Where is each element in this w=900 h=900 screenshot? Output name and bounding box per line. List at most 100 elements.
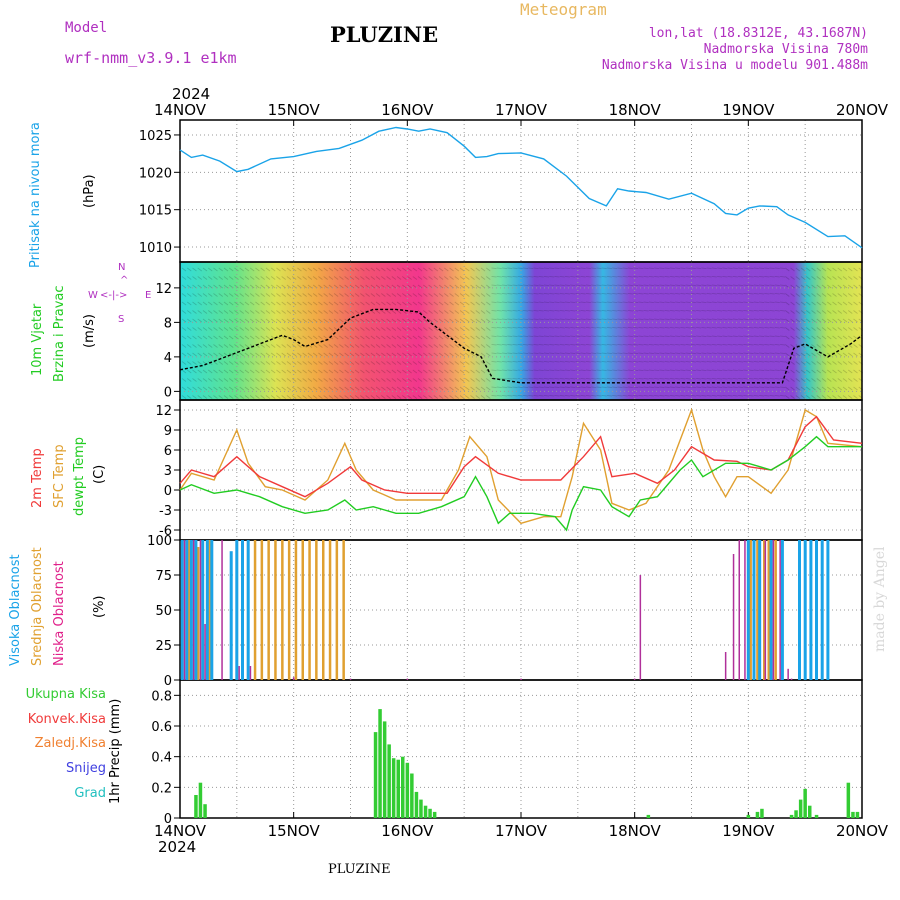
wind-barb	[344, 335, 349, 340]
wind-barb	[795, 301, 801, 306]
wind-barb	[543, 284, 550, 286]
wind-barb	[759, 284, 765, 286]
wind-barb	[417, 361, 423, 365]
wind-barb	[501, 301, 508, 303]
wind-barb	[286, 327, 292, 331]
wind-barb	[842, 352, 848, 357]
wind-barb	[491, 284, 497, 286]
wind-barb	[496, 301, 502, 303]
wind-barb	[486, 284, 491, 289]
x-tick-label-bottom: 20NOV	[836, 822, 889, 840]
wind-barb	[680, 318, 686, 320]
wind-barb	[386, 327, 391, 331]
wind-barb	[207, 335, 213, 340]
wind-barb	[821, 327, 827, 331]
wind-barb	[192, 352, 197, 357]
wind-barb	[412, 386, 418, 391]
wind-barb	[722, 352, 728, 354]
wind-barb	[538, 310, 544, 312]
wind-barb	[501, 310, 508, 312]
wind-barb	[669, 378, 675, 380]
y-tick-label: 25	[155, 639, 172, 654]
wind-barb	[192, 386, 197, 391]
wind-barb	[601, 301, 607, 303]
wind-barb	[543, 310, 550, 312]
wind-barb	[774, 352, 780, 354]
wind-barb	[659, 361, 665, 363]
wind-barb	[780, 276, 786, 278]
wind-barb	[207, 284, 213, 289]
wind-barb	[475, 293, 481, 297]
wind-barb	[680, 310, 686, 312]
precip-legend-frz: Zaledj.Kisa	[34, 736, 106, 751]
wind-barb	[638, 369, 644, 371]
wind-barb	[381, 276, 386, 280]
wind-barb	[759, 352, 765, 354]
wind-barb	[554, 284, 560, 286]
wind-barb	[512, 352, 518, 354]
wind-barb	[370, 276, 376, 280]
wind-barb	[470, 369, 475, 374]
wind-barb	[774, 386, 780, 388]
wind-barb	[328, 327, 334, 331]
wind-barb	[522, 318, 529, 320]
wind-barb	[664, 378, 670, 380]
wind-barb	[297, 369, 302, 374]
wind-barb	[323, 378, 328, 382]
wind-barb	[480, 395, 486, 399]
wind-barb	[564, 352, 571, 354]
wind-barb	[270, 378, 276, 382]
wind-barb	[207, 301, 213, 306]
wind-barb	[407, 284, 412, 289]
wind-barb	[753, 344, 759, 346]
wind-barb	[790, 310, 795, 314]
wind-barb	[543, 395, 550, 397]
wind-barb	[606, 267, 612, 269]
wind-barb	[480, 293, 486, 297]
wind-barb	[381, 293, 386, 297]
wind-barb	[717, 361, 723, 363]
wind-barb	[748, 395, 754, 397]
wind-barb	[349, 386, 355, 391]
wind-barb	[585, 284, 591, 286]
low-cloud-bar	[744, 540, 746, 680]
wind-barb	[627, 293, 633, 295]
wind-barb	[717, 284, 723, 286]
wind-barb	[470, 276, 475, 280]
wind-barb	[297, 395, 302, 399]
wind-barb	[580, 284, 586, 286]
wind-barb	[365, 378, 370, 382]
wind-barb	[328, 386, 334, 391]
wind-barb	[543, 276, 550, 278]
wind-barb	[717, 267, 723, 269]
wind-barb	[407, 310, 412, 314]
wind-barb	[192, 378, 197, 382]
wind-barb	[470, 386, 475, 391]
wind-barb	[181, 335, 187, 340]
wind-barb	[564, 310, 571, 312]
wind-barb	[842, 369, 848, 374]
wind-barb	[375, 327, 381, 331]
wind-barb	[717, 301, 723, 303]
wind-barb	[706, 344, 712, 346]
wind-barb	[181, 267, 187, 272]
wind-barb	[391, 318, 397, 323]
wind-barb	[732, 386, 738, 388]
wind-barb	[832, 284, 837, 289]
wind-barb	[286, 386, 292, 391]
wind-barb	[696, 361, 702, 363]
wind-barb	[207, 267, 213, 272]
wind-barb	[265, 378, 271, 382]
wind-barb	[538, 335, 544, 337]
wind-barb	[496, 361, 502, 363]
wind-barb	[501, 386, 508, 388]
wind-barb	[496, 327, 502, 329]
wind-barb	[842, 284, 848, 289]
wind-barb	[444, 293, 449, 297]
wind-barb	[832, 378, 837, 382]
wind-barb	[276, 361, 281, 365]
wind-barb	[218, 395, 223, 399]
wind-barb	[848, 293, 853, 297]
wind-barb	[701, 267, 707, 269]
wind-barb	[512, 395, 518, 397]
